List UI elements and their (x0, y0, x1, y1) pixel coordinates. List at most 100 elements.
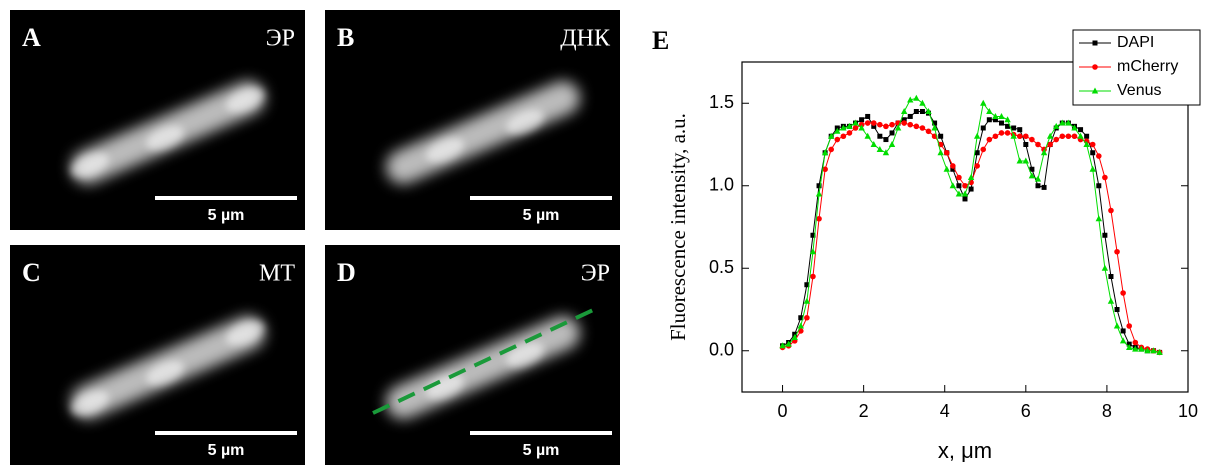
data-point (1126, 323, 1133, 329)
data-point (943, 149, 950, 156)
data-point (1138, 345, 1145, 352)
data-point (919, 125, 926, 131)
data-point (998, 130, 1005, 136)
x-tick-label: 8 (1102, 401, 1112, 421)
data-point (1144, 347, 1151, 354)
data-point (821, 149, 829, 156)
data-point (907, 113, 913, 119)
data-point (889, 130, 895, 136)
data-point (1029, 166, 1035, 172)
data-point (876, 145, 884, 152)
cell-highlight (71, 390, 109, 416)
data-point (1053, 136, 1060, 143)
data-point (785, 340, 792, 347)
data-point (956, 174, 962, 181)
panel-label: ДНК (560, 26, 611, 52)
data-point (955, 190, 963, 197)
data-point (1065, 119, 1072, 126)
x-tick-label: 6 (1021, 401, 1031, 421)
image-panel: D ЭР 5 µm (325, 245, 620, 465)
data-point (980, 146, 987, 153)
y-axis-label: Fluorescence intensity, a.u. (666, 113, 690, 341)
data-point (900, 108, 908, 114)
data-point (1095, 215, 1102, 222)
data-point (828, 146, 834, 153)
cell-highlight (146, 360, 184, 386)
plot-frame (741, 61, 1189, 393)
data-point (846, 122, 853, 129)
data-point (1004, 116, 1011, 123)
data-point (840, 133, 847, 140)
data-point (901, 120, 907, 126)
data-point (901, 117, 907, 123)
legend-marker (1092, 64, 1098, 70)
data-point (980, 99, 987, 106)
data-point (1113, 322, 1121, 329)
legend-marker (1091, 87, 1099, 94)
data-point (877, 121, 883, 128)
data-point (919, 99, 926, 106)
data-point (1114, 248, 1120, 255)
panel-letter: D (337, 258, 356, 287)
data-point (1004, 130, 1011, 136)
image-panel: A ЭР 5 µm (10, 10, 305, 230)
data-point (1023, 142, 1029, 147)
data-point (1096, 183, 1102, 189)
data-point (828, 132, 835, 139)
data-point (1119, 337, 1127, 344)
data-point (815, 190, 823, 197)
scale-bar-label: 5 µm (523, 207, 560, 224)
data-point (1089, 141, 1096, 148)
data-point (1071, 124, 1078, 131)
cell-highlight (506, 342, 544, 368)
data-point (1071, 133, 1078, 140)
data-point (998, 112, 1005, 119)
data-point (870, 120, 877, 126)
cell-highlight (426, 137, 464, 163)
data-point (834, 127, 841, 134)
data-point (852, 119, 859, 126)
data-point (877, 133, 883, 139)
data-point (865, 113, 871, 119)
data-point (1022, 157, 1030, 164)
data-point (1065, 133, 1072, 140)
data-point (967, 174, 975, 180)
cell-highlight (506, 109, 544, 135)
data-point (980, 125, 986, 131)
data-point (962, 182, 968, 189)
data-point (1011, 125, 1017, 131)
data-point (949, 182, 957, 189)
series-line (782, 97, 1160, 353)
data-point (1101, 264, 1109, 271)
image-panel: C МТ 5 µm (10, 245, 305, 465)
data-point (943, 165, 950, 172)
data-point (1047, 141, 1053, 148)
data-point (1035, 141, 1041, 148)
data-point (840, 124, 847, 131)
panel-letter: E (652, 26, 669, 55)
panel-label: ЭР (266, 26, 295, 52)
data-point (870, 141, 877, 147)
data-point (962, 196, 968, 202)
x-tick-label: 10 (1178, 401, 1198, 421)
data-point (1114, 307, 1120, 312)
data-point (907, 121, 914, 128)
data-point (1059, 119, 1066, 126)
data-point (803, 297, 811, 304)
data-point (1083, 141, 1090, 147)
legend-label: DAPI (1117, 34, 1154, 51)
data-point (1089, 165, 1096, 172)
panel-letter: A (22, 23, 41, 52)
data-point (974, 163, 980, 169)
data-point (973, 132, 981, 139)
data-point (889, 121, 895, 128)
data-point (1016, 157, 1023, 164)
data-point (864, 132, 871, 139)
data-point (1041, 184, 1047, 190)
data-point (950, 166, 956, 172)
data-point (913, 123, 920, 130)
data-point (992, 133, 999, 140)
scale-bar-label: 5 µm (523, 442, 560, 459)
data-point (1010, 132, 1017, 139)
data-point (822, 166, 828, 173)
